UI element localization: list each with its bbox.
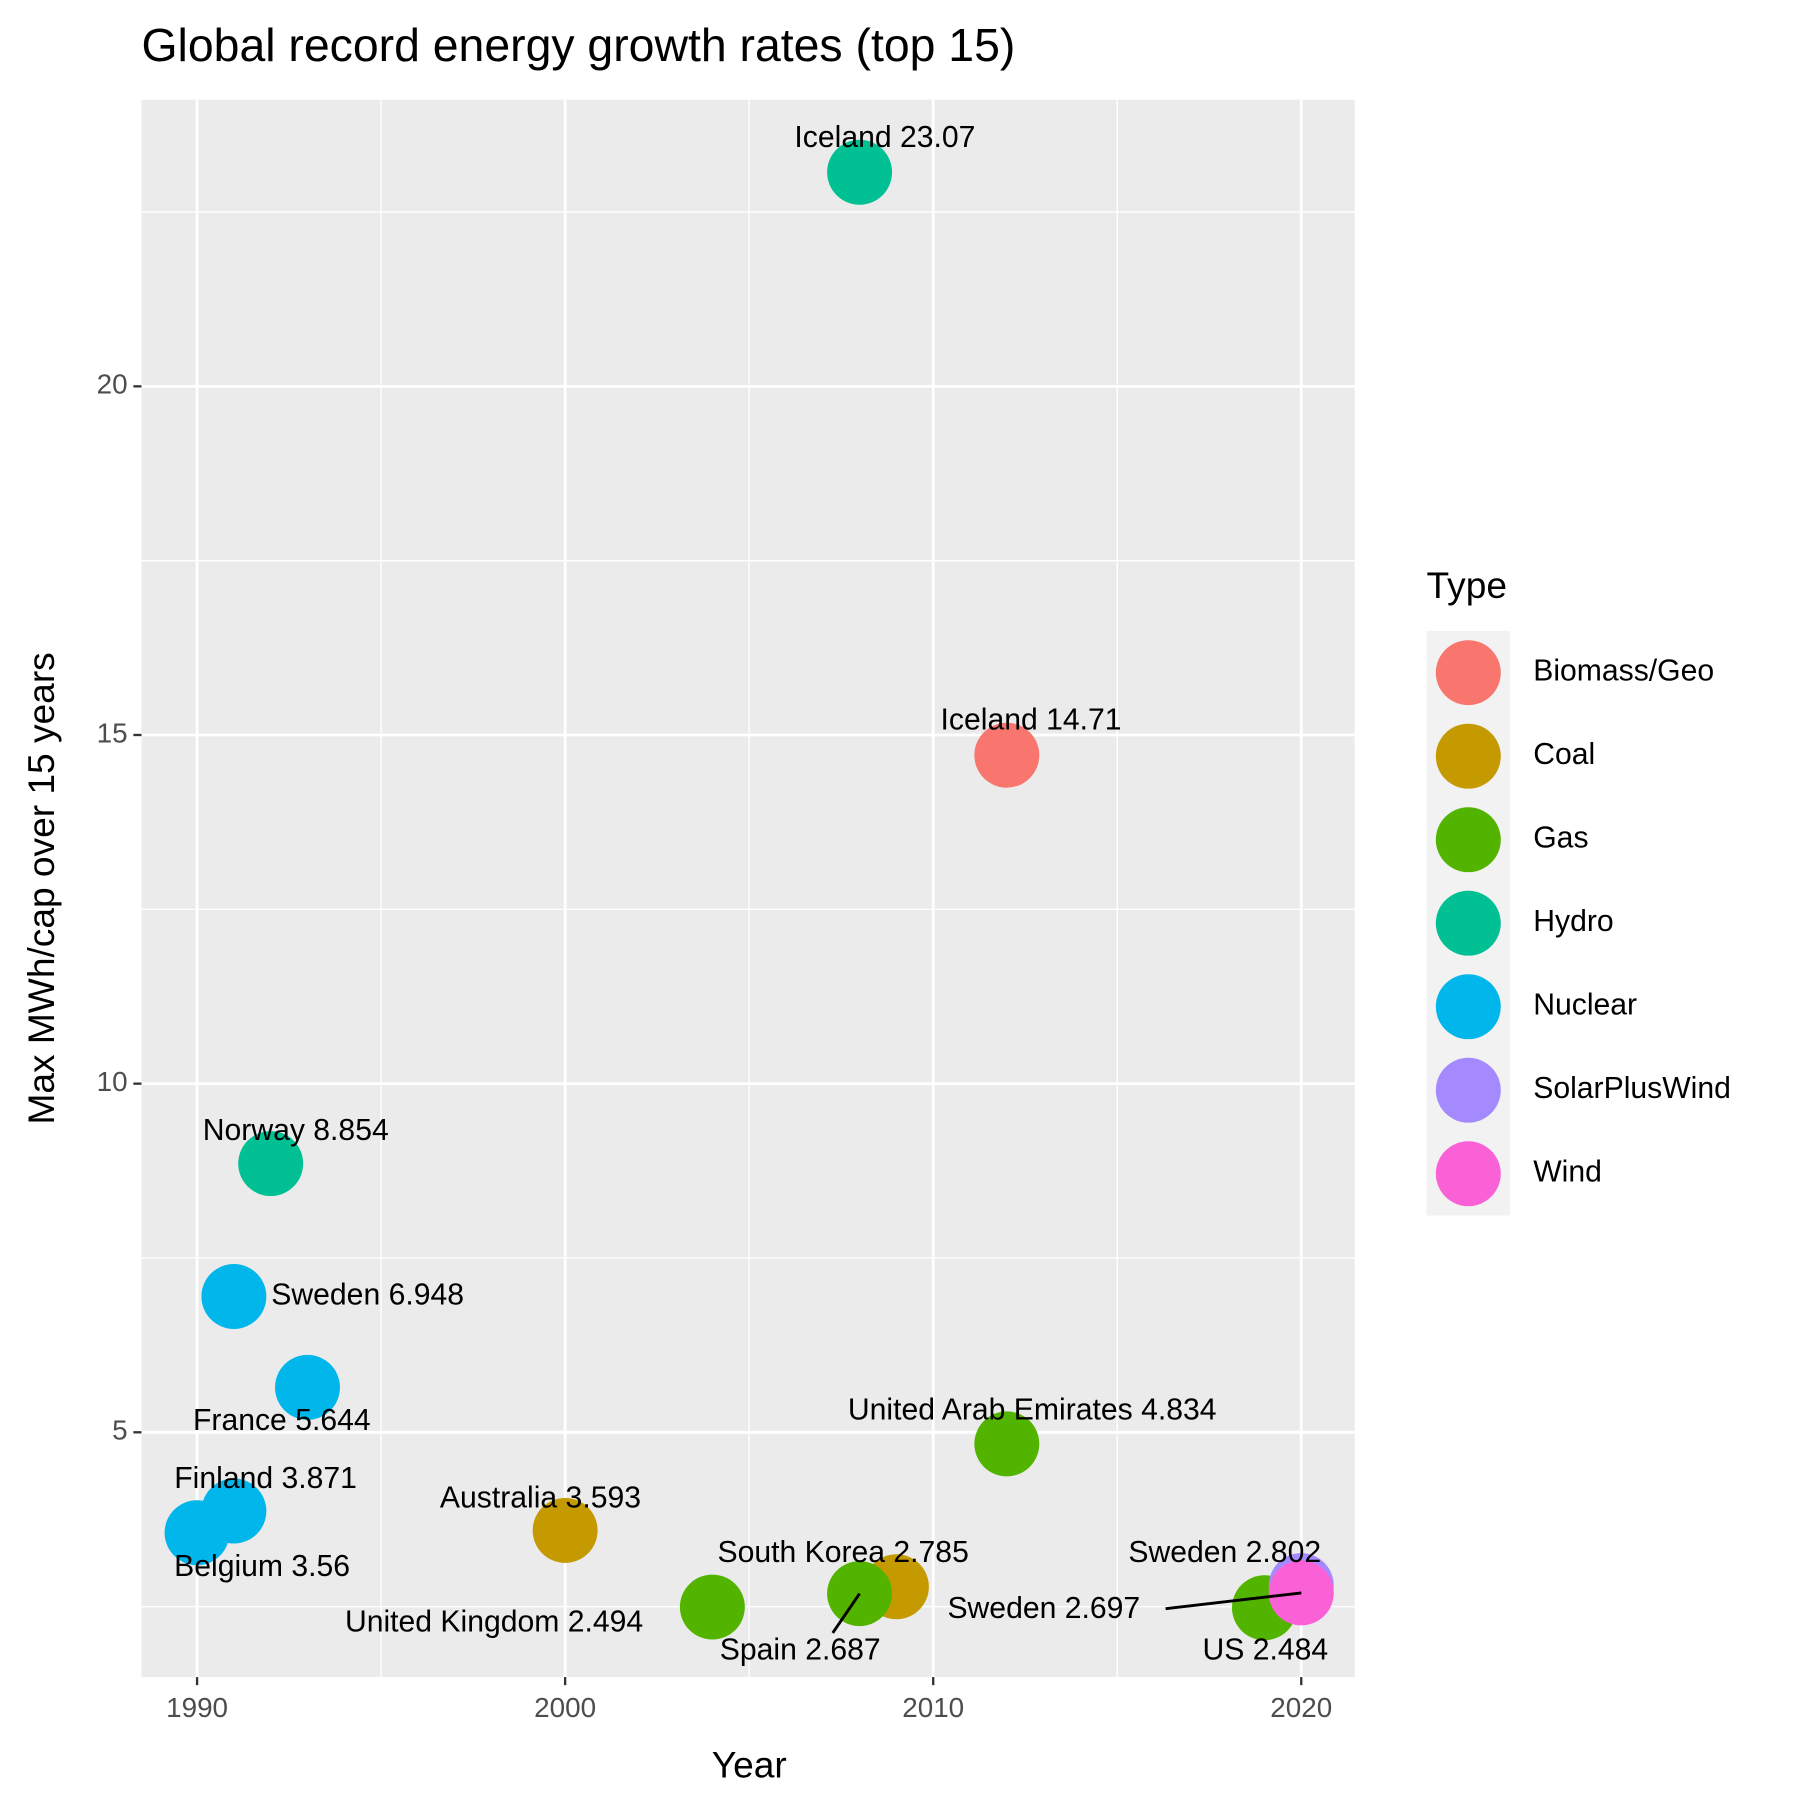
- legend-label: Hydro: [1533, 905, 1613, 938]
- legend-key: [1435, 1057, 1501, 1123]
- point: [201, 1263, 267, 1329]
- point: [201, 1478, 267, 1544]
- x-tick-label: 1990: [166, 1692, 228, 1723]
- point-label: Spain 2.687: [720, 1634, 881, 1667]
- point: [238, 1131, 304, 1197]
- legend-key: [1435, 723, 1501, 789]
- legend-label: Coal: [1533, 738, 1595, 771]
- legend-label: SolarPlusWind: [1533, 1072, 1731, 1105]
- label-leader: [831, 1592, 861, 1634]
- point: [275, 1354, 340, 1420]
- legend-label: Biomass/Geo: [1533, 655, 1714, 688]
- label-leader: [1165, 1591, 1302, 1611]
- y-tick-label: 15: [97, 717, 128, 748]
- legend-key: [1435, 1141, 1501, 1207]
- chart-title: Global record energy growth rates (top 1…: [141, 19, 1015, 71]
- legend-key: [1435, 890, 1501, 956]
- point: [827, 139, 893, 205]
- plot-panel: [141, 99, 1355, 1678]
- point-label: South Korea 2.785: [717, 1536, 968, 1569]
- point-label: Sweden 2.697: [947, 1592, 1140, 1625]
- x-axis-title: Year: [712, 1743, 787, 1785]
- point-label: France 5.644: [193, 1404, 371, 1437]
- point-label: United Kingdom 2.494: [345, 1606, 643, 1639]
- legend-key: [1435, 974, 1501, 1040]
- point: [974, 722, 1040, 788]
- legend-key: [1435, 807, 1501, 873]
- x-tick-label: 2010: [902, 1692, 964, 1723]
- point-label: Iceland 23.07: [794, 121, 975, 154]
- legend-key: [1435, 640, 1501, 706]
- legend-label: Nuclear: [1533, 989, 1637, 1022]
- point: [532, 1497, 598, 1563]
- y-tick-label: 20: [97, 369, 128, 400]
- point-label: Sweden 6.948: [271, 1279, 464, 1312]
- y-tick-label: 10: [97, 1066, 128, 1097]
- point-label: US 2.484: [1202, 1634, 1328, 1667]
- point-label: Finland 3.871: [174, 1462, 357, 1495]
- point-label: Australia 3.593: [440, 1482, 641, 1515]
- point-label: Belgium 3.56: [174, 1550, 350, 1583]
- legend-label: Wind: [1533, 1156, 1602, 1189]
- point-label: Norway 8.854: [203, 1114, 389, 1147]
- point: [974, 1411, 1040, 1477]
- y-axis-title: Max MWh/cap over 15 years: [20, 652, 62, 1124]
- point-label: Iceland 14.71: [941, 703, 1122, 736]
- point: [679, 1574, 745, 1640]
- point-label: Sweden 2.802: [1128, 1536, 1321, 1569]
- x-tick-label: 2000: [534, 1692, 596, 1723]
- legend-label: Gas: [1533, 822, 1588, 855]
- legend-title: Type: [1427, 564, 1507, 606]
- y-tick-label: 5: [112, 1415, 127, 1446]
- x-tick-label: 2020: [1270, 1692, 1332, 1723]
- point-label: United Arab Emirates 4.834: [848, 1393, 1217, 1426]
